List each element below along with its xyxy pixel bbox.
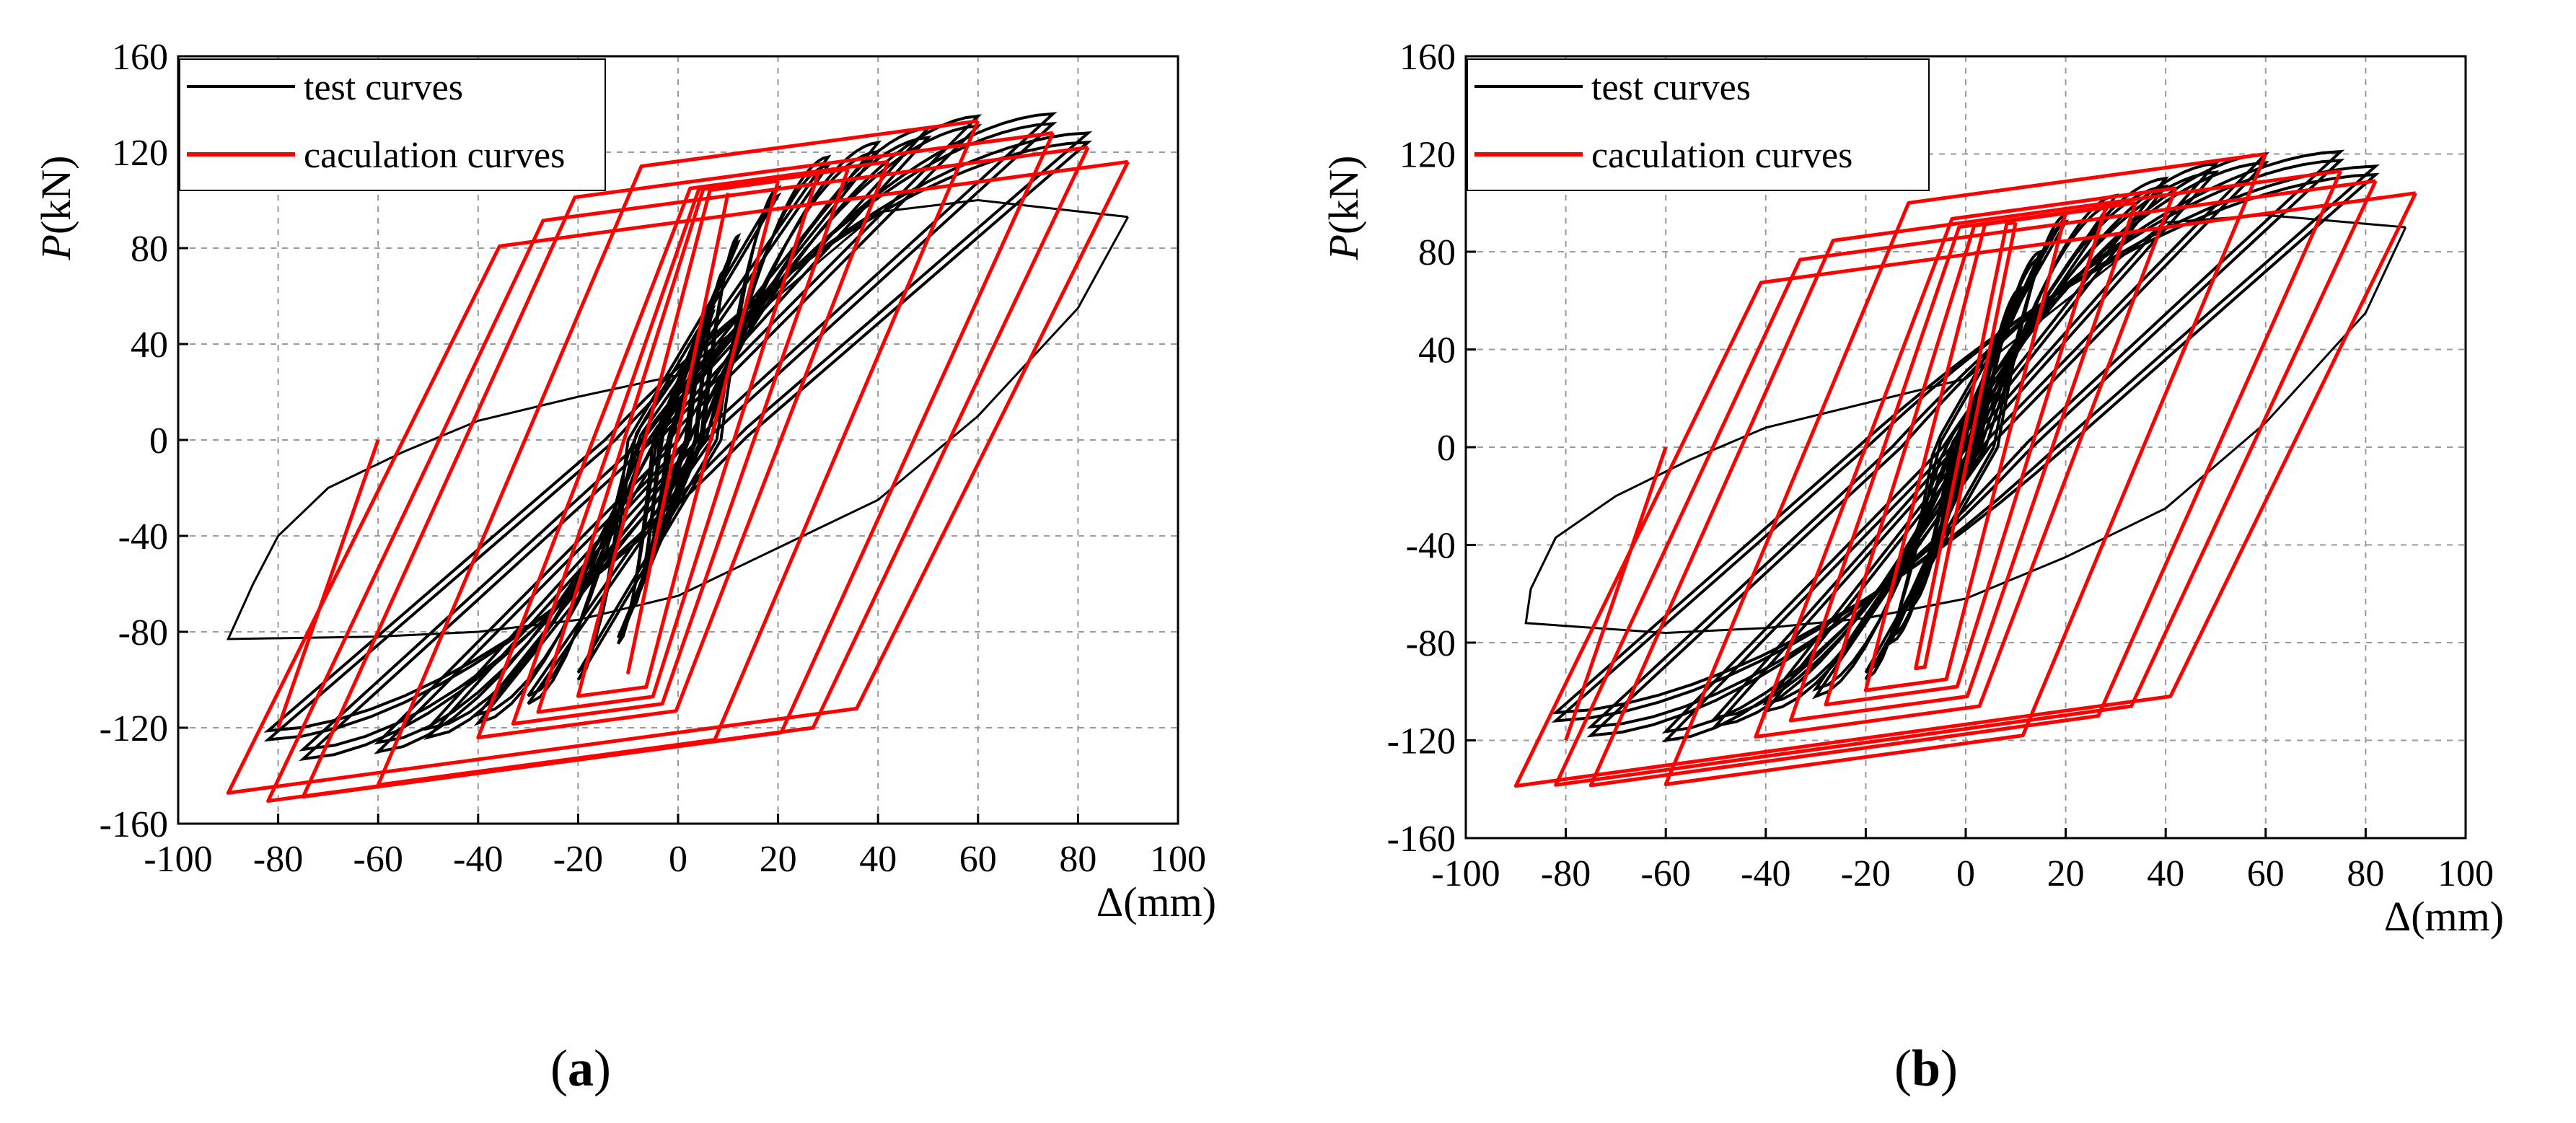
y-tick-label: -80 bbox=[1406, 623, 1456, 664]
x-tick-label: 100 bbox=[1150, 839, 1206, 880]
x-tick-label: 40 bbox=[859, 839, 897, 880]
y-tick-label: 160 bbox=[112, 37, 168, 78]
caculation-curve-cycle bbox=[1513, 191, 2417, 788]
panel-label-b: (b) bbox=[1894, 1039, 1959, 1097]
test-curve-loop bbox=[1661, 161, 2270, 734]
y-tick-label: 0 bbox=[149, 420, 168, 462]
x-tick-label: -20 bbox=[553, 839, 603, 880]
caculation-curve-cycle bbox=[1588, 169, 2343, 788]
x-tick-label: 20 bbox=[2047, 853, 2085, 894]
caculation-curve-cycle bbox=[226, 159, 1130, 795]
caculation-curve-cycle bbox=[1554, 179, 2378, 787]
test-curve-final-branch bbox=[226, 198, 1130, 640]
x-tick-label: 0 bbox=[1956, 853, 1975, 894]
legend-label: caculation curves bbox=[304, 135, 565, 176]
legend-label: test curves bbox=[1591, 67, 1751, 108]
caculation-curve-cycle bbox=[266, 145, 1090, 803]
series-caculation-curves bbox=[226, 119, 1130, 803]
chart-b: -100 -80 -60 -40 -20 0 20 40 60 80 100-160-120-80-… bbox=[1320, 37, 2504, 940]
x-tick-label: 80 bbox=[1059, 839, 1096, 880]
chart-a: -100 -80 -60 -40 -20 0 20 40 60 80 100-160-120-80-… bbox=[32, 37, 1216, 925]
y-axis: -160 -120 -80 -40 0 40 80 120 160 bbox=[1387, 37, 1476, 860]
x-tick-label: -40 bbox=[453, 839, 503, 880]
y-tick-label: 80 bbox=[131, 229, 168, 270]
x-tick-label: -100 bbox=[1431, 853, 1500, 894]
x-tick-label: 0 bbox=[669, 839, 687, 880]
caculation-curve-cycle bbox=[1914, 220, 2018, 671]
legend: test curves caculation curves bbox=[1467, 58, 1930, 191]
y-tick-label: 120 bbox=[1399, 135, 1456, 176]
test-curve-loop bbox=[263, 140, 1093, 733]
x-axis: -100 -80 -60 -40 -20 0 20 40 60 80 100 bbox=[1431, 828, 2494, 894]
test-curve-loop bbox=[1712, 170, 2220, 720]
x-axis-label: Δ(mm) bbox=[1096, 878, 1216, 925]
caculation-curve-start bbox=[276, 439, 380, 728]
legend-label: test curves bbox=[304, 67, 463, 108]
y-tick-label: -160 bbox=[1387, 819, 1456, 860]
series-caculation-curves bbox=[1513, 152, 2417, 788]
x-axis: -100 -80 -60 -40 -20 0 20 40 60 80 100 bbox=[144, 814, 1206, 880]
legend-box bbox=[179, 58, 606, 191]
y-tick-label: -40 bbox=[118, 516, 168, 558]
y-tick-label: -160 bbox=[100, 804, 168, 845]
caculation-curve-start bbox=[1564, 446, 1668, 741]
x-tick-label: 60 bbox=[959, 839, 997, 880]
x-tick-label: 60 bbox=[2247, 853, 2285, 894]
panel-label-a: (a) bbox=[550, 1039, 611, 1097]
y-tick-label: -120 bbox=[1387, 721, 1456, 762]
plot-area bbox=[1513, 149, 2417, 788]
x-tick-label: -80 bbox=[253, 839, 303, 880]
y-tick-label: -120 bbox=[100, 708, 168, 749]
caculation-curve-cycle bbox=[626, 192, 730, 674]
y-tick-label: 0 bbox=[1437, 428, 1456, 469]
series-test-curves bbox=[1524, 149, 2407, 743]
y-tick-label: 80 bbox=[1418, 232, 1456, 273]
y-axis-label: P(kN) bbox=[1320, 156, 1367, 261]
caculation-curve-cycle bbox=[1754, 186, 2178, 739]
y-axis-label: P(kN) bbox=[32, 156, 79, 261]
x-tick-label: -40 bbox=[1741, 853, 1790, 894]
y-tick-label: 120 bbox=[112, 133, 168, 174]
y-tick-label: 40 bbox=[1418, 330, 1456, 371]
y-tick-label: -40 bbox=[1406, 526, 1456, 567]
test-curve-final-branch bbox=[1524, 213, 2407, 635]
caculation-curve-cycle bbox=[476, 159, 890, 740]
plot-area bbox=[226, 112, 1130, 803]
caculation-curve-cycle bbox=[1663, 152, 2268, 786]
legend-box bbox=[1467, 58, 1930, 191]
x-tick-label: 100 bbox=[2437, 853, 2494, 894]
caculation-curve-cycle bbox=[576, 179, 781, 698]
x-tick-label: 20 bbox=[760, 839, 797, 880]
x-tick-label: -60 bbox=[353, 839, 403, 880]
x-axis-label: Δ(mm) bbox=[2384, 893, 2504, 940]
x-tick-label: -20 bbox=[1841, 853, 1891, 894]
caculation-curve-cycle bbox=[1788, 201, 2137, 723]
x-tick-label: -80 bbox=[1541, 853, 1591, 894]
legend-label: caculation curves bbox=[1591, 135, 1852, 176]
y-tick-label: 160 bbox=[1399, 37, 1456, 78]
x-tick-label: -100 bbox=[144, 839, 212, 880]
x-tick-label: 40 bbox=[2147, 853, 2184, 894]
legend: test curves caculation curves bbox=[179, 58, 606, 191]
y-tick-label: -80 bbox=[118, 612, 168, 653]
y-tick-label: 40 bbox=[131, 325, 168, 366]
y-axis: -160 -120 -80 -40 0 40 80 120 160 bbox=[100, 37, 188, 845]
x-tick-label: 80 bbox=[2347, 853, 2384, 894]
x-tick-label: -60 bbox=[1641, 853, 1691, 894]
test-curve-loop bbox=[1551, 172, 2380, 715]
